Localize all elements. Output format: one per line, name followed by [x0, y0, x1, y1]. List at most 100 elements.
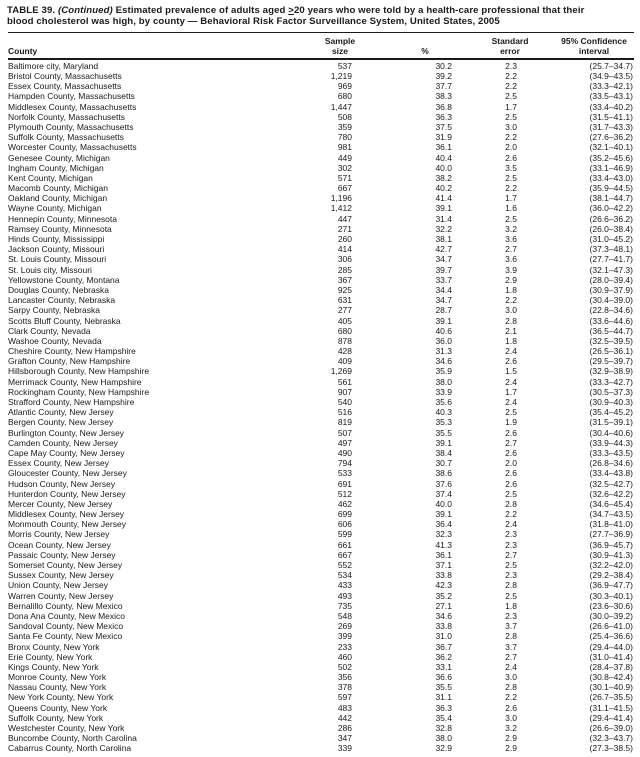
confidence-interval-cell: (26.8–34.6) [589, 458, 633, 469]
county-cell: Erie County, New York [8, 651, 93, 662]
standard-error-cell: 2.2 [505, 183, 517, 194]
confidence-interval-cell: (33.9–44.3) [589, 437, 633, 448]
county-cell: Washoe County, Nevada [8, 335, 102, 346]
standard-error-cell: 3.6 [505, 254, 517, 265]
county-cell: Hillsborough County, New Hampshire [8, 366, 150, 377]
county-cell: Westchester County, New York [8, 723, 125, 733]
sample-size-cell: 691 [337, 478, 352, 489]
sample-size-cell: 483 [337, 702, 352, 713]
standard-error-cell: 2.9 [505, 743, 517, 754]
confidence-interval-cell: (36.0–42.2) [589, 203, 633, 214]
sample-size-cell: 533 [337, 468, 352, 479]
standard-error-cell: 2.5 [505, 91, 517, 102]
confidence-interval-cell: (26.6–36.2) [589, 213, 633, 224]
county-cell: St. Louis County, Missouri [8, 254, 107, 265]
confidence-interval-cell: (23.6–30.6) [589, 600, 633, 611]
confidence-interval-cell: (31.8–41.0) [589, 519, 633, 530]
sample-size-cell: 490 [337, 447, 352, 458]
standard-error-cell: 2.7 [505, 549, 517, 560]
percent-cell: 36.3 [435, 111, 452, 122]
county-cell: Scotts Bluff County, Nebraska [8, 315, 121, 326]
percent-cell: 42.7 [435, 244, 452, 255]
confidence-interval-cell: (31.0–45.2) [589, 234, 633, 244]
table-header: County Sample size % Standard error 95% … [8, 32, 634, 60]
sample-size-cell: 735 [337, 600, 352, 611]
sample-size-cell: 271 [337, 223, 352, 234]
standard-error-cell: 2.0 [505, 142, 517, 153]
sample-size-cell: 925 [337, 284, 352, 295]
county-cell: Kings County, New York [8, 661, 99, 672]
confidence-interval-cell: (26.6–41.0) [589, 621, 633, 632]
table-row: Grafton County, New Hampshire 409 34.6 2… [8, 356, 634, 366]
percent-cell: 41.3 [435, 539, 452, 550]
county-column-header: County [8, 32, 296, 60]
confidence-interval-cell: (32.9–38.9) [589, 366, 633, 377]
standard-error-cell: 1.8 [505, 335, 517, 346]
table-row: Mercer County, New Jersey 462 40.0 2.8 (… [8, 499, 634, 509]
county-cell: Sussex County, New Jersey [8, 570, 114, 581]
table-row: Merrimack County, New Hampshire 561 38.0… [8, 377, 634, 387]
sample-size-cell: 561 [337, 376, 352, 387]
sample-size-column-header: Sample size [296, 32, 384, 60]
table-row: Strafford County, New Hampshire 540 35.6… [8, 397, 634, 407]
percent-cell: 34.7 [435, 295, 452, 306]
percent-cell: 35.3 [435, 417, 452, 428]
sample-size-cell: 794 [337, 458, 352, 469]
county-cell: Cheshire County, New Hampshire [8, 346, 136, 357]
sample-size-cell: 347 [337, 733, 352, 744]
percent-cell: 28.7 [435, 305, 452, 316]
sample-size-cell: 667 [337, 183, 352, 194]
standard-error-cell: 2.3 [505, 610, 517, 621]
county-cell: Santa Fe County, New Mexico [8, 631, 123, 642]
table-row: Cheshire County, New Hampshire 428 31.3 … [8, 346, 634, 356]
percent-cell: 35.9 [435, 366, 452, 377]
sample-size-cell: 233 [337, 641, 352, 652]
table-row: Queens County, New York 483 36.3 2.6 (31… [8, 703, 634, 713]
confidence-interval-cell: (27.7–36.9) [589, 529, 633, 540]
county-cell: Mercer County, New Jersey [8, 498, 113, 509]
sample-size-cell: 286 [337, 723, 352, 733]
table-row: Passaic County, New Jersey 667 36.1 2.7 … [8, 550, 634, 560]
standard-error-cell: 2.4 [505, 376, 517, 387]
standard-error-cell: 2.8 [505, 498, 517, 509]
standard-error-cell: 2.6 [505, 702, 517, 713]
confidence-interval-cell: (38.1–44.7) [589, 193, 633, 204]
county-cell: Ingham County, Michigan [8, 162, 104, 173]
percent-cell: 37.5 [435, 121, 452, 132]
standard-error-cell: 3.6 [505, 234, 517, 244]
standard-error-cell: 3.7 [505, 621, 517, 632]
standard-error-cell: 3.5 [505, 162, 517, 173]
percent-cell: 40.6 [435, 325, 452, 336]
confidence-interval-cell: (32.6–42.2) [589, 488, 633, 499]
standard-error-cell: 2.5 [505, 488, 517, 499]
sample-size-cell: 1,412 [330, 203, 352, 214]
standard-error-cell: 2.2 [505, 81, 517, 92]
sample-size-cell: 502 [337, 661, 352, 672]
county-cell: Baltimore city, Maryland [8, 60, 99, 71]
table-body: Baltimore city, Maryland 537 30.2 2.3 (2… [8, 59, 634, 754]
county-cell: Lancaster County, Nebraska [8, 295, 116, 306]
confidence-interval-cell: (27.7–41.7) [589, 254, 633, 265]
confidence-interval-cell: (30.9–41.3) [589, 549, 633, 560]
county-cell: Grafton County, New Hampshire [8, 356, 131, 367]
percent-cell: 37.1 [435, 560, 452, 570]
sample-size-cell: 306 [337, 254, 352, 265]
sample-size-cell: 597 [337, 692, 352, 703]
confidence-interval-cell: (34.6–45.4) [589, 498, 633, 509]
percent-cell: 39.7 [435, 264, 452, 275]
percent-cell: 31.9 [435, 132, 452, 143]
county-cell: Sandoval County, New Mexico [8, 621, 124, 632]
sample-size-cell: 508 [337, 111, 352, 122]
county-cell: Dona Ana County, New Mexico [8, 610, 126, 621]
standard-error-cell: 2.4 [505, 397, 517, 407]
county-cell: Cape May County, New Jersey [8, 447, 125, 458]
table-row: Burlington County, New Jersey 507 35.5 2… [8, 428, 634, 438]
percent-cell: 38.0 [435, 376, 452, 387]
percent-cell: 36.6 [435, 672, 452, 683]
sample-size-cell: 819 [337, 417, 352, 428]
county-cell: Bergen County, New Jersey [8, 417, 114, 428]
county-cell: Essex County, New Jersey [8, 458, 109, 469]
confidence-interval-cell: (33.4–43.0) [589, 172, 633, 183]
table-row: Clark County, Nevada 680 40.6 2.1 (36.5–… [8, 326, 634, 336]
sample-size-cell: 462 [337, 498, 352, 509]
